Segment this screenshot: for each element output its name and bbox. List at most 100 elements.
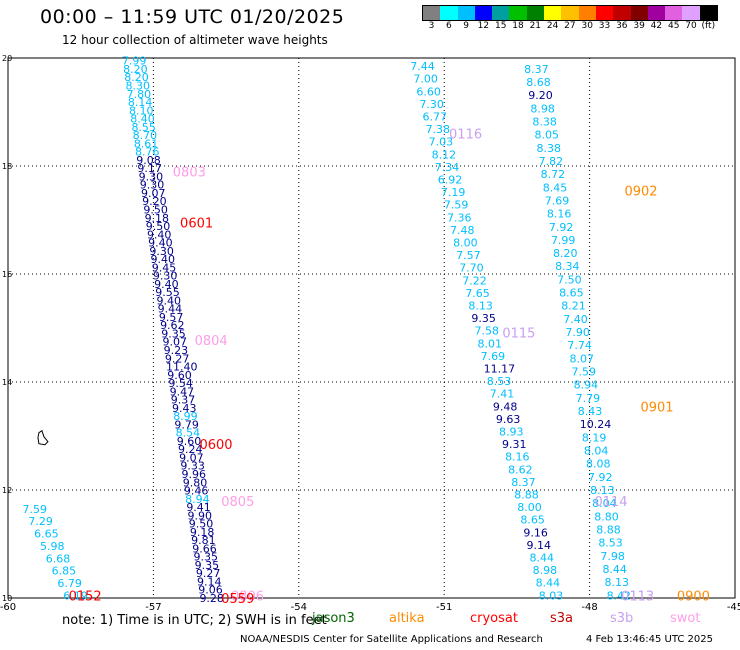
swh-value-label: 9.48 [493, 400, 517, 413]
swh-value-label: 9.14 [197, 575, 222, 588]
swh-value-label: 9.40 [151, 253, 176, 266]
swh-value-label: 9.08 [136, 154, 161, 167]
swh-value-label: 8.16 [547, 208, 572, 221]
swh-value-label: 7.44 [410, 60, 435, 73]
swh-value-label: 6.79 [57, 577, 82, 590]
swh-value-label: 7.36 [447, 211, 472, 224]
x-tick-label: -48 [581, 602, 597, 610]
swh-value-label: 6.65 [34, 528, 59, 541]
color-scale-swatch [613, 6, 631, 20]
swh-value-label: 9.35 [471, 312, 496, 325]
y-tick-label: 12 [2, 486, 12, 495]
color-scale-label: 3 [428, 21, 435, 31]
color-scale-label: 27 [564, 21, 576, 31]
track-id-label: 0601 [180, 217, 213, 232]
swh-value-label: 8.38 [532, 115, 557, 128]
swh-value-label: 8.21 [561, 300, 586, 313]
swh-value-label: 9.45 [152, 261, 177, 274]
swh-value-label: 7.92 [588, 471, 613, 484]
swh-value-label: 8.65 [559, 287, 584, 300]
color-scale-swatch [561, 6, 579, 20]
swh-value-label: 9.24 [178, 443, 203, 456]
swh-value-label: 9.06 [198, 584, 223, 597]
swh-value-label: 8.04 [592, 497, 617, 510]
swh-value-label: 9.90 [188, 509, 213, 522]
track-id-label: 0806 [231, 589, 264, 604]
swh-value-label: 7.30 [419, 98, 444, 111]
swh-value-label: 9.47 [170, 385, 195, 398]
swh-value-label: 8.12 [432, 148, 457, 161]
page-title: 00:00 – 11:59 UTC 01/20/2025 [40, 6, 345, 28]
color-scale-swatch [526, 6, 545, 20]
swh-value-label: 8.53 [598, 537, 623, 550]
y-tick-label: 18 [2, 162, 12, 171]
legend-item-s3b: s3b [610, 611, 634, 626]
swh-value-label: 7.69 [545, 194, 570, 207]
y-tick-label: 10 [2, 594, 12, 603]
swh-value-label: 6.77 [423, 111, 448, 124]
color-scale-swatch [457, 6, 475, 20]
swh-value-label: 9.35 [161, 327, 186, 340]
swh-value-label: 8.54 [176, 427, 201, 440]
note-text: note: 1) Time is in UTC; 2) SWH is in fe… [62, 613, 327, 628]
swh-value-label: 9.50 [189, 518, 214, 531]
swh-value-label: 8.76 [135, 146, 160, 159]
swh-value-label: 9.60 [177, 435, 202, 448]
swh-value-label: 7.99 [551, 234, 576, 247]
swh-value-label: 8.88 [596, 523, 621, 536]
swh-value-label: 8.99 [173, 410, 198, 423]
swh-value-label: 8.55 [131, 121, 156, 134]
swh-value-label: 8.13 [605, 576, 630, 589]
swh-value-label: 6.68 [46, 552, 71, 565]
swh-value-label: 8.14 [128, 96, 152, 109]
swh-value-label: 9.43 [172, 402, 197, 415]
color-scale-label: 70 [685, 21, 697, 31]
track-id-label: 0803 [173, 165, 206, 180]
color-scale-label: 45 [667, 21, 680, 31]
swh-value-label: 9.35 [195, 559, 220, 572]
swh-value-label: 8.88 [514, 489, 539, 502]
color-scale-label: 30 [581, 21, 593, 31]
swh-value-label: 9.23 [164, 344, 189, 357]
swh-value-label: 8.19 [582, 431, 607, 444]
color-scale-bar [422, 5, 719, 21]
color-scale-swatch [474, 6, 493, 20]
swh-value-label: 8.62 [508, 463, 533, 476]
swh-value-label: 8.45 [543, 181, 568, 194]
swh-value-label: 9.27 [165, 352, 190, 365]
track-id-label: 0600 [199, 438, 232, 453]
swh-value-label: 7.92 [549, 221, 574, 234]
swh-value-label: 9.37 [171, 394, 196, 407]
swh-value-label: 8.00 [517, 501, 542, 514]
swh-value-label: 7.70 [459, 262, 484, 275]
color-scale-swatch [423, 6, 441, 20]
swh-value-label: 6.60 [416, 85, 441, 98]
swh-value-label: 9.28 [199, 592, 224, 605]
swh-value-label: 7.50 [557, 273, 582, 286]
color-scale-label: 21 [529, 21, 542, 31]
track-id-label: 0559 [221, 592, 254, 607]
swh-value-label: 8.98 [533, 564, 558, 577]
color-scale-labels: 3 6 9 12 15 18 21 24 27 30 33 36 39 42 45 70 (ft) [422, 21, 732, 33]
swh-value-label: 9.44 [158, 303, 183, 316]
swh-value-label: 8.53 [487, 375, 512, 388]
track-id-label: 0805 [221, 495, 254, 510]
color-scale-swatch [595, 6, 614, 20]
x-tick-label: -60 [0, 602, 16, 610]
page-subtitle: 12 hour collection of altimeter wave hei… [62, 33, 328, 47]
swh-value-label: 10.24 [580, 418, 612, 431]
color-scale-swatch [630, 6, 648, 20]
swh-value-label: 9.07 [141, 187, 166, 200]
color-scale-swatch [682, 6, 700, 20]
color-scale-label: 33 [598, 21, 611, 31]
swh-value-label: 8.00 [453, 237, 478, 250]
swh-value-label: 8.42 [607, 589, 632, 602]
color-scale-swatch [509, 6, 527, 20]
swh-value-label: 9.30 [140, 179, 165, 192]
legend-item-altika: altika [389, 611, 425, 626]
swh-value-label: 9.07 [179, 451, 204, 464]
swh-value-label: 9.80 [183, 476, 208, 489]
swh-value-label: 8.72 [541, 168, 566, 181]
swh-value-label: 9.18 [145, 212, 170, 225]
swh-value-label: 6.85 [52, 565, 76, 578]
